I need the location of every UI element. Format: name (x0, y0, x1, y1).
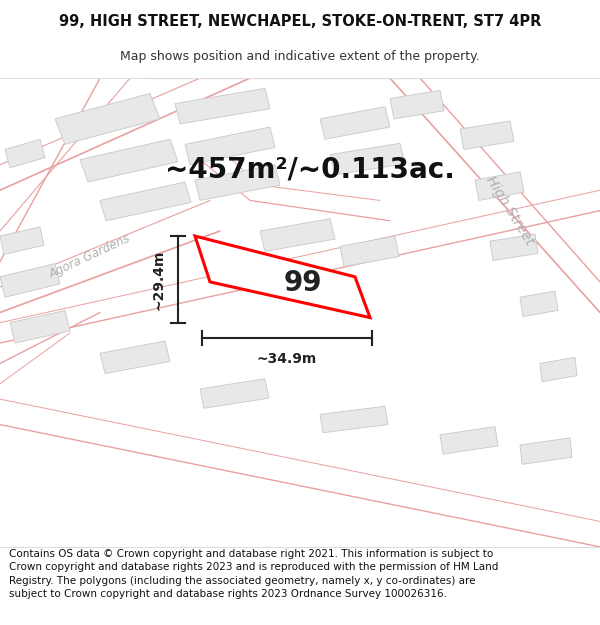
Polygon shape (5, 139, 45, 168)
Polygon shape (260, 219, 335, 251)
Polygon shape (330, 143, 405, 175)
Text: 99: 99 (283, 269, 322, 298)
Polygon shape (540, 357, 577, 382)
Polygon shape (475, 172, 524, 201)
Polygon shape (460, 121, 514, 149)
Text: 99, HIGH STREET, NEWCHAPEL, STOKE-ON-TRENT, ST7 4PR: 99, HIGH STREET, NEWCHAPEL, STOKE-ON-TRE… (59, 14, 541, 29)
Polygon shape (185, 127, 275, 165)
Polygon shape (520, 291, 558, 317)
Polygon shape (80, 139, 178, 182)
Polygon shape (320, 406, 388, 432)
Polygon shape (10, 311, 70, 343)
Polygon shape (490, 234, 538, 261)
Polygon shape (100, 182, 191, 221)
Text: ~457m²/~0.113ac.: ~457m²/~0.113ac. (165, 156, 455, 184)
Polygon shape (440, 427, 498, 454)
Polygon shape (390, 91, 444, 119)
Polygon shape (175, 88, 270, 124)
Polygon shape (0, 227, 44, 254)
Polygon shape (195, 165, 280, 201)
Polygon shape (195, 236, 370, 318)
Text: ~29.4m: ~29.4m (152, 249, 166, 309)
Text: ~34.9m: ~34.9m (257, 352, 317, 366)
Polygon shape (520, 438, 572, 464)
Polygon shape (55, 93, 160, 144)
Text: Agora Gardens: Agora Gardens (47, 232, 133, 281)
Polygon shape (100, 341, 170, 374)
Text: Contains OS data © Crown copyright and database right 2021. This information is : Contains OS data © Crown copyright and d… (9, 549, 499, 599)
Polygon shape (340, 236, 399, 267)
Polygon shape (0, 264, 60, 298)
Polygon shape (320, 107, 390, 139)
Text: High Street: High Street (483, 174, 537, 248)
Polygon shape (200, 379, 269, 408)
Text: Map shows position and indicative extent of the property.: Map shows position and indicative extent… (120, 50, 480, 62)
